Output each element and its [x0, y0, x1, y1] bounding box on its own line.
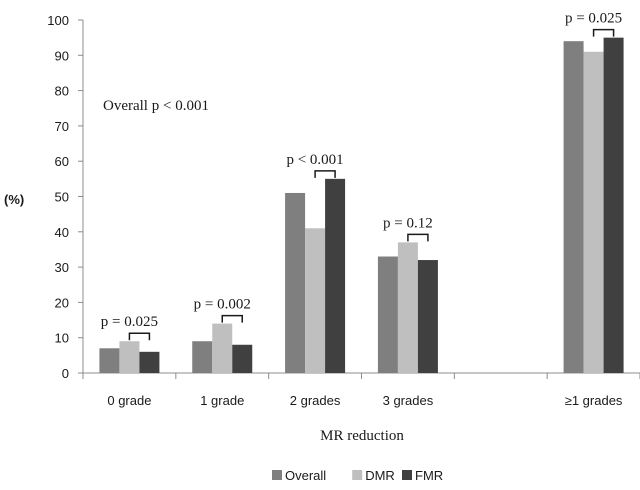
- y-tick-label: 70: [55, 119, 69, 134]
- bar-overall-1-grade: [192, 341, 213, 373]
- y-tick-label: 10: [55, 331, 69, 346]
- y-tick-label: 100: [47, 13, 69, 28]
- y-axis-label: (%): [4, 192, 24, 207]
- bar-overall-3-grades: [377, 256, 398, 373]
- bar-fmr-2-grades: [325, 178, 346, 373]
- x-axis-label: MR reduction: [320, 428, 404, 444]
- significance-bracket: [407, 233, 429, 242]
- bar-dmr--1-grades: [583, 51, 604, 374]
- significance-bracket: [592, 28, 615, 37]
- legend-label-fmr: FMR: [415, 468, 443, 483]
- chart-axes: 0 10 20 30 40 50 60 70 80 90 100 0 grade 1 grade 2 gr…: [47, 13, 640, 408]
- significance-bracket: [128, 332, 151, 341]
- bar-overall-0-grade: [99, 348, 120, 373]
- chart-legend: Overall DMR FMR: [272, 468, 443, 483]
- p-value-label: p = 0.025: [565, 11, 622, 27]
- bar-overall--1-grades: [563, 41, 584, 374]
- bar-fmr--1-grades: [603, 37, 624, 374]
- y-tick-label: 20: [55, 295, 69, 310]
- y-tick-label: 60: [55, 154, 69, 169]
- legend-swatch-overall: [272, 470, 282, 480]
- significance-bracket: [314, 170, 336, 178]
- bar-dmr-0-grade: [119, 341, 140, 373]
- p-value-label: p = 0.002: [194, 297, 251, 313]
- y-tick-label: 40: [55, 225, 69, 240]
- significance-bracket: [221, 314, 243, 323]
- y-tick-label: 30: [55, 260, 69, 275]
- p-value-label: p = 0.025: [101, 314, 158, 330]
- x-tick-label: 0 grade: [107, 393, 151, 408]
- legend-label-dmr: DMR: [365, 468, 395, 483]
- y-tick-label: 50: [55, 190, 69, 205]
- p-value-label: p < 0.001: [286, 152, 343, 168]
- p-value-label: p = 0.12: [383, 215, 433, 231]
- y-tick-label: 80: [55, 84, 69, 99]
- bar-overall-2-grades: [285, 192, 306, 373]
- legend-label-overall: Overall: [285, 468, 326, 483]
- bar-dmr-2-grades: [305, 228, 326, 373]
- chart-annotations: p = 0.025 p = 0.002 p < 0.001 p = 0.12 p = 0…: [101, 11, 622, 341]
- overall-p-value: Overall p < 0.001: [103, 98, 209, 114]
- bar-fmr-3-grades: [417, 260, 438, 373]
- x-tick-label: 2 grades: [290, 393, 341, 408]
- y-tick-label: 90: [55, 48, 69, 63]
- y-tick-label: 0: [62, 366, 69, 381]
- bar-dmr-1-grade: [212, 323, 233, 373]
- bar-fmr-1-grade: [232, 344, 253, 373]
- x-tick-label: ≥1 grades: [565, 393, 623, 408]
- chart-bars: [99, 37, 624, 374]
- bar-fmr-0-grade: [139, 351, 160, 373]
- legend-swatch-fmr: [402, 470, 412, 480]
- bar-dmr-3-grades: [397, 242, 418, 373]
- legend-swatch-dmr: [352, 470, 363, 480]
- x-tick-label: 3 grades: [383, 393, 434, 408]
- x-tick-label: 1 grade: [200, 393, 244, 408]
